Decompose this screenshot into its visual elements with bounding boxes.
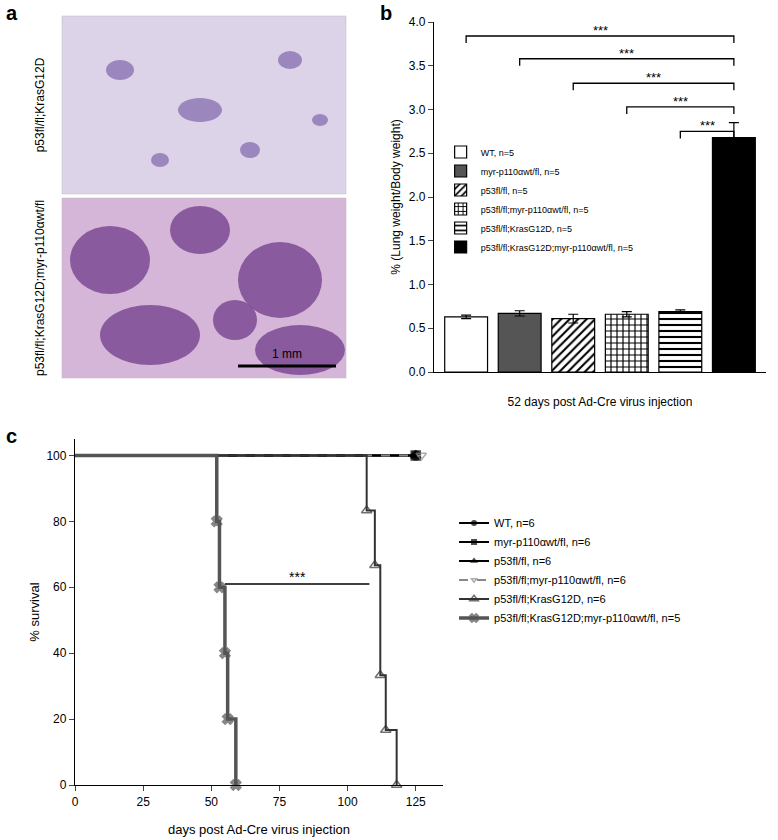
svg-text:1 mm: 1 mm xyxy=(272,347,302,361)
svg-text:0.0: 0.0 xyxy=(409,365,426,379)
svg-text:WT, n=5: WT, n=5 xyxy=(481,148,514,158)
svg-text:p53fl/fl, n=6: p53fl/fl, n=6 xyxy=(494,555,551,567)
svg-text:p53fl/fl;KrasG12D, n=6: p53fl/fl;KrasG12D, n=6 xyxy=(494,593,606,605)
svg-text:50: 50 xyxy=(205,795,219,809)
svg-text:100: 100 xyxy=(338,795,358,809)
svg-text:0.5: 0.5 xyxy=(409,321,426,335)
svg-text:WT, n=6: WT, n=6 xyxy=(494,517,535,529)
svg-text:0: 0 xyxy=(60,778,67,792)
svg-text:***: *** xyxy=(646,70,661,85)
svg-text:myr-p110αwt/fl, n=6: myr-p110αwt/fl, n=6 xyxy=(494,536,590,548)
svg-text:p53fl/fl;KrasG12D: p53fl/fl;KrasG12D xyxy=(33,57,47,152)
svg-text:***: *** xyxy=(673,94,688,109)
svg-text:2.5: 2.5 xyxy=(409,146,426,160)
svg-text:4.0: 4.0 xyxy=(409,15,426,29)
svg-text:20: 20 xyxy=(53,712,67,726)
svg-text:***: *** xyxy=(700,118,715,133)
svg-text:25: 25 xyxy=(136,795,150,809)
svg-text:1.0: 1.0 xyxy=(409,278,426,292)
svg-text:3.0: 3.0 xyxy=(409,103,426,117)
svg-text:0: 0 xyxy=(72,795,79,809)
svg-text:80: 80 xyxy=(53,515,67,529)
svg-text:125: 125 xyxy=(406,795,426,809)
svg-text:days post Ad-Cre virus injecti: days post Ad-Cre virus injection xyxy=(168,822,350,837)
svg-text:75: 75 xyxy=(273,795,287,809)
html-text:b: b xyxy=(380,2,393,24)
svg-text:***: *** xyxy=(619,46,634,61)
svg-text:p53fl/fl;myr-p110αwt/fl, n=6: p53fl/fl;myr-p110αwt/fl, n=6 xyxy=(494,574,626,586)
svg-text:40: 40 xyxy=(53,646,67,660)
svg-text:1.5: 1.5 xyxy=(409,234,426,248)
svg-text:52 days post Ad-Cre virus inje: 52 days post Ad-Cre virus injection xyxy=(508,395,693,409)
svg-text:60: 60 xyxy=(53,580,67,594)
svg-text:p53fl/fl;KrasG12D;myr-p110αwt/: p53fl/fl;KrasG12D;myr-p110αwt/fl, n=5 xyxy=(494,612,680,624)
svg-text:p53fl/fl;KrasG12D, n=5: p53fl/fl;KrasG12D, n=5 xyxy=(481,224,572,234)
svg-text:3.5: 3.5 xyxy=(409,59,426,73)
html-text:c: c xyxy=(6,425,18,447)
svg-text:% survival: % survival xyxy=(27,582,42,641)
svg-text:p53fl/fl, n=5: p53fl/fl, n=5 xyxy=(481,186,528,196)
svg-text:myr-p110αwt/fl, n=5: myr-p110αwt/fl, n=5 xyxy=(481,167,560,177)
svg-text:p53fl/fl;KrasG12D;myr-p110αwt/: p53fl/fl;KrasG12D;myr-p110αwt/fl xyxy=(33,200,47,376)
svg-text:p53fl/fl;KrasG12D;myr-p110αwt/: p53fl/fl;KrasG12D;myr-p110αwt/fl, n=5 xyxy=(481,243,633,253)
svg-text:***: *** xyxy=(593,23,608,38)
svg-text:% (Lung weight/Body weight): % (Lung weight/Body weight) xyxy=(389,119,403,274)
svg-text:***: *** xyxy=(289,569,306,585)
html-text:a: a xyxy=(6,2,18,24)
svg-text:2.0: 2.0 xyxy=(409,190,426,204)
svg-text:100: 100 xyxy=(46,449,66,463)
svg-text:p53fl/fl;myr-p110αwt/fl, n=5: p53fl/fl;myr-p110αwt/fl, n=5 xyxy=(481,205,589,215)
